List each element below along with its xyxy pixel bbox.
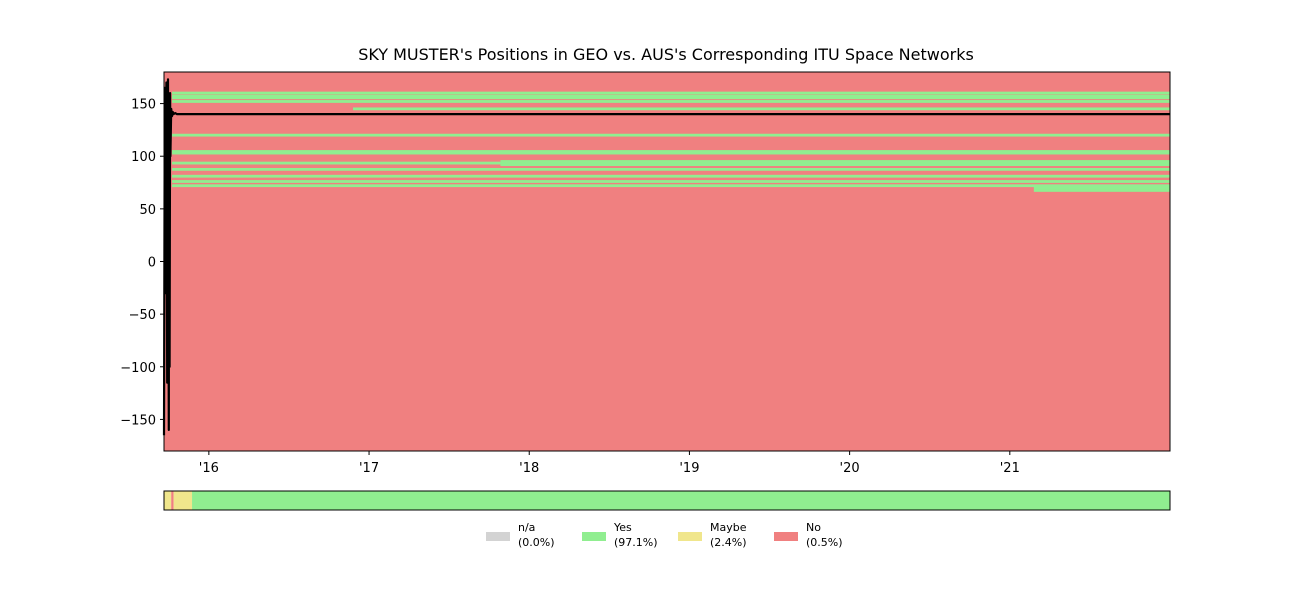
legend-percent: (2.4%) bbox=[710, 536, 747, 549]
status-segment bbox=[171, 491, 174, 510]
legend-percent: (0.5%) bbox=[806, 536, 843, 549]
legend-label: Maybe bbox=[710, 521, 747, 534]
legend-percent: (97.1%) bbox=[614, 536, 658, 549]
x-tick-label: '17 bbox=[359, 461, 379, 476]
network-band bbox=[172, 184, 1171, 188]
network-band bbox=[172, 151, 1171, 155]
plot-area: '16 '17 '18 '19 '20 '21 150 100 50 0 −50 −100 −150 bbox=[120, 71, 1171, 476]
legend-swatch bbox=[774, 532, 798, 541]
y-tick-label: 100 bbox=[131, 150, 156, 165]
network-band bbox=[1033, 189, 1170, 192]
x-tick-label: '18 bbox=[519, 461, 539, 476]
network-band bbox=[172, 91, 1171, 95]
legend-swatch bbox=[678, 532, 702, 541]
x-tick-label: '21 bbox=[1000, 461, 1020, 476]
chart-title: SKY MUSTER's Positions in GEO vs. AUS's … bbox=[358, 45, 974, 64]
network-band bbox=[172, 94, 1171, 98]
network-band bbox=[500, 160, 1171, 163]
series-line bbox=[162, 78, 1170, 436]
plot-background bbox=[164, 72, 1170, 451]
y-tick-label: −100 bbox=[120, 361, 156, 376]
network-band bbox=[172, 174, 1171, 178]
x-tick-label: '20 bbox=[840, 461, 860, 476]
network-band bbox=[172, 96, 1171, 100]
network-band bbox=[172, 167, 1171, 171]
network-band bbox=[500, 163, 1171, 167]
legend-swatch bbox=[582, 532, 606, 541]
legend-label: No bbox=[806, 521, 821, 534]
network-band bbox=[172, 133, 1171, 137]
network-band bbox=[172, 150, 1171, 153]
x-tick-label: '16 bbox=[199, 461, 219, 476]
y-tick-label: 0 bbox=[148, 256, 156, 271]
network-band bbox=[1033, 186, 1170, 190]
legend-label: n/a bbox=[518, 521, 535, 534]
status-segment bbox=[173, 491, 193, 510]
legend-percent: (0.0%) bbox=[518, 536, 555, 549]
network-band bbox=[172, 161, 1171, 165]
y-tick-label: −150 bbox=[120, 413, 156, 428]
legend-label: Yes bbox=[613, 521, 632, 534]
network-band bbox=[353, 107, 1170, 111]
legend-swatch bbox=[486, 532, 510, 541]
legend: n/a (0.0%) Yes (97.1%) Maybe (2.4%) No (0.5%) bbox=[486, 521, 843, 549]
y-tick-label: −50 bbox=[129, 308, 156, 323]
x-tick-label: '19 bbox=[679, 461, 699, 476]
status-bar bbox=[163, 490, 1171, 511]
y-tick-label: 150 bbox=[131, 98, 156, 113]
status-segment bbox=[192, 491, 1170, 510]
network-band bbox=[172, 180, 1171, 183]
network-band bbox=[172, 100, 1171, 103]
status-segment bbox=[164, 491, 172, 510]
status-bar-frame bbox=[163, 490, 1171, 511]
y-tick-label: 50 bbox=[139, 203, 156, 218]
